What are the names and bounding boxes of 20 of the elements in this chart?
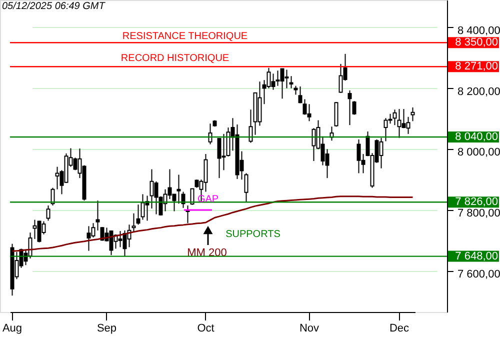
- y-tick-label: 7 600,00: [458, 268, 500, 280]
- annotation: RESISTANCE THEORIQUE: [122, 31, 248, 42]
- x-tick-label: Dec: [389, 322, 410, 334]
- chart-subtitle: 05/12/2025 06:49 GMT: [2, 1, 106, 12]
- x-tick-label: Nov: [299, 322, 320, 334]
- x-tick-label: Sep: [96, 322, 117, 334]
- y-tick-label: 8 000,00: [458, 146, 500, 159]
- annotation: RECORD HISTORIQUE: [120, 53, 230, 64]
- ref-line-label: 7 826,00: [455, 196, 498, 208]
- x-tick-label: Oct: [197, 322, 214, 334]
- x-tick-label: Aug: [2, 322, 22, 334]
- ref-line-label: 7 648,00: [455, 250, 498, 262]
- annotation: SUPPORTS: [226, 229, 281, 240]
- y-tick-label: 8 400,00: [458, 24, 500, 37]
- y-tick-label: 7 800,00: [458, 208, 500, 220]
- ref-line-label: 8 350,00: [455, 36, 498, 49]
- y-tick-label: 8 200,00: [458, 86, 500, 98]
- text: MM 200: [187, 247, 227, 259]
- ref-line-label: 8 271,00: [455, 60, 498, 73]
- ref-line-label: 8 040,00: [455, 130, 498, 143]
